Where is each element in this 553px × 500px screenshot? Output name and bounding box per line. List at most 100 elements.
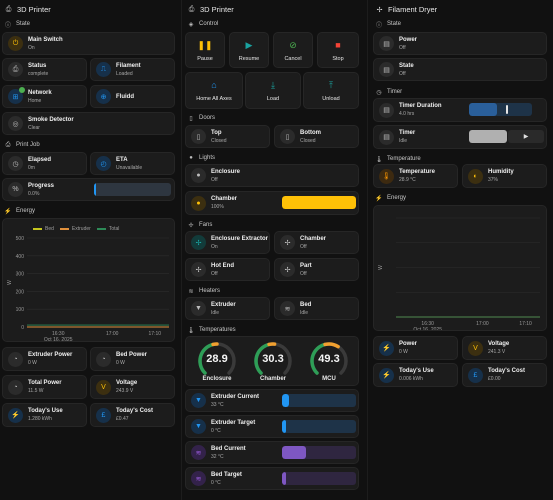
extruder-current-tile[interactable]: ▼ Extruder Current 33 °C [185,389,359,412]
status-tile[interactable]: ⎙ Status complete [2,58,87,81]
bed-target-slider[interactable] [282,472,356,485]
todays-cost-tile[interactable]: £ Today's Cost £0.47 [90,403,175,427]
mcu-gauge[interactable]: 49.3 MCU [304,340,354,386]
timer-duration-slider[interactable] [469,103,532,116]
x-tick-label: 16:30 [52,331,65,337]
pause-icon: ❚❚ [197,39,213,50]
legend-swatch-bed [33,228,42,230]
printer-control-column: ⎙ 3D Printer ◈ Control ❚❚ Pause ▶ Resume ⊘ Ca… [183,0,363,500]
gauge-orange-segment [323,342,340,349]
timer-duration-tile[interactable]: ▤ Timer Duration 4.0 hrs [373,98,547,122]
timer-tile[interactable]: ▤ Timer Idle ▶ [373,125,547,149]
play-icon: ▶ [523,134,529,140]
bed-current-tile[interactable]: ≋ Bed Current 32 °C [185,441,359,464]
gauge-icon: ◔ [8,379,23,395]
enclosure-gauge[interactable]: 28.9 Enclosure [192,340,242,386]
extruder-current-slider[interactable] [282,394,356,407]
timer-progress-bar [469,130,507,143]
globe-icon: ⊕ [96,89,111,104]
section-timer: ◷ Timer [376,89,403,96]
bed-target-tile[interactable]: ≋ Bed Target 0 °C [185,467,359,490]
extruder-target-slider[interactable] [282,420,356,433]
y-tick-label: 400 [16,254,25,260]
cancel-icon: ⊘ [289,39,297,50]
print-job-icon: ⎙ [5,141,11,148]
bed-current-slider[interactable] [282,446,356,459]
enclosure-light-tile[interactable]: ● Enclosure Off [185,164,359,187]
dryer-todays-cost-tile[interactable]: £ Today's Cost £0.00 [462,363,547,387]
elapsed-tile[interactable]: ◷ Elapsed 0m [2,152,87,175]
pause-button[interactable]: ❚❚ Pause [185,32,225,68]
chamber-gauge[interactable]: 30.3 Chamber [248,340,298,386]
extruder-heater-tile[interactable]: ▼ Extruder Idle [185,297,270,320]
load-button[interactable]: ⤓ Load [245,72,301,109]
section-doors: ▯ Doors [187,114,215,122]
main-switch-tile[interactable]: ⏻ Main Switch On [2,32,175,55]
stop-button[interactable]: ■ Stop [317,32,359,68]
thermometer-icon: 🌡 [375,156,383,163]
dryer-todays-use-tile[interactable]: ⚡ Today's Use 0.006 kWh [373,363,458,387]
cancel-button[interactable]: ⊘ Cancel [273,32,313,68]
fan-icon: ✢ [191,235,206,250]
network-tile[interactable]: ⊞ Network Home [2,85,87,108]
dryer-temperature-tile[interactable]: 🌡 Temperature 28.9 °C [373,164,458,188]
info-icon: ⓘ [4,22,11,29]
legend-swatch-extruder [59,228,69,230]
hot-end-fan-tile[interactable]: ✢ Hot End Off [185,258,270,281]
filament-tile[interactable]: ⎍ Filament Loaded [90,58,175,81]
section-print-job: ⎙ Print Job [5,141,40,149]
extruder-target-tile[interactable]: ▼ Extruder Target 0 °C [185,415,359,438]
resume-button[interactable]: ▶ Resume [229,32,269,68]
chamber-light-slider[interactable] [282,196,356,209]
dryer-icon: ▤ [379,62,394,77]
chamber-light-tile[interactable]: ● Chamber 100% [185,191,359,215]
chamber-fan-tile[interactable]: ✢ Chamber Off [274,231,359,254]
eta-tile[interactable]: ◴ ETA Unavailable [90,152,175,175]
total-power-tile[interactable]: ◔ Total Power 11.5 W [2,375,87,399]
bottom-door-tile[interactable]: ▯ Bottom Closed [274,125,359,148]
x-tick-label: 17:10 [149,331,162,337]
part-fan-tile[interactable]: ✢ Part Off [274,258,359,281]
bed-power-tile[interactable]: ◔ Bed Power 0 W [90,347,175,371]
voltage-tile[interactable]: V Voltage 243.9 V [90,375,175,399]
home-all-axes-button[interactable]: ⌂ Home All Axes [185,72,243,109]
status-dot [19,87,25,93]
smoke-detector-tile[interactable]: ◎ Smoke Detector Clear [2,112,175,135]
extruder-icon: ▼ [191,301,206,316]
progress-slider[interactable] [94,183,171,196]
fan-icon: ✢ [280,262,295,277]
top-door-tile[interactable]: ▯ Top Closed [185,125,270,148]
extruder-target-fill [282,420,287,433]
y-tick-label: 200 [16,289,25,295]
progress-tile[interactable]: % Progress 0.0% [2,178,175,201]
legend-bed[interactable]: Bed [45,226,54,232]
timer-start-button[interactable]: ▶ [508,130,544,143]
fan-icon: ✢ [191,262,206,277]
section-temperature: 🌡 Temperature [375,156,421,163]
enclosure-extractor-tile[interactable]: ✢ Enclosure Extractor On [185,231,270,254]
lightning-icon: ⚡ [379,340,394,356]
fluidd-tile[interactable]: ⊕ Fluidd [90,85,175,108]
todays-use-tile[interactable]: ⚡ Today's Use 1.280 kWh [2,403,87,427]
dryer-icon: ▤ [379,129,394,145]
slider-handle[interactable] [505,105,508,114]
dryer-state-tile[interactable]: ▤ State Off [373,58,547,81]
lightning-icon: ⚡ [379,367,394,383]
dryer-voltage-tile[interactable]: V Voltage 241.3 V [462,336,547,360]
unload-button[interactable]: ⤒ Unload [303,72,359,109]
section-lights: ● Lights [187,154,215,162]
fan-icon: ✢ [188,222,194,229]
bed-heater-tile[interactable]: ≋ Bed Idle [274,297,359,320]
dryer-humidity-tile[interactable]: ◐ Humidity 37% [462,164,547,188]
chart-legend: Bed Extruder Total [33,226,119,232]
heater-icon: ≋ [188,288,194,295]
extruder-icon: ▼ [191,419,206,434]
dryer-power-watts-tile[interactable]: ⚡ Power 0 W [373,336,458,360]
extruder-power-tile[interactable]: ◔ Extruder Power 0 W [2,347,87,371]
temperature-gauges-card: 28.9 Enclosure 30.3 Chamber 49.3 MCU [185,336,359,386]
dryer-power-tile[interactable]: ▤ Power Off [373,32,547,55]
legend-extruder[interactable]: Extruder [71,226,91,232]
legend-total[interactable]: Total [108,226,120,232]
